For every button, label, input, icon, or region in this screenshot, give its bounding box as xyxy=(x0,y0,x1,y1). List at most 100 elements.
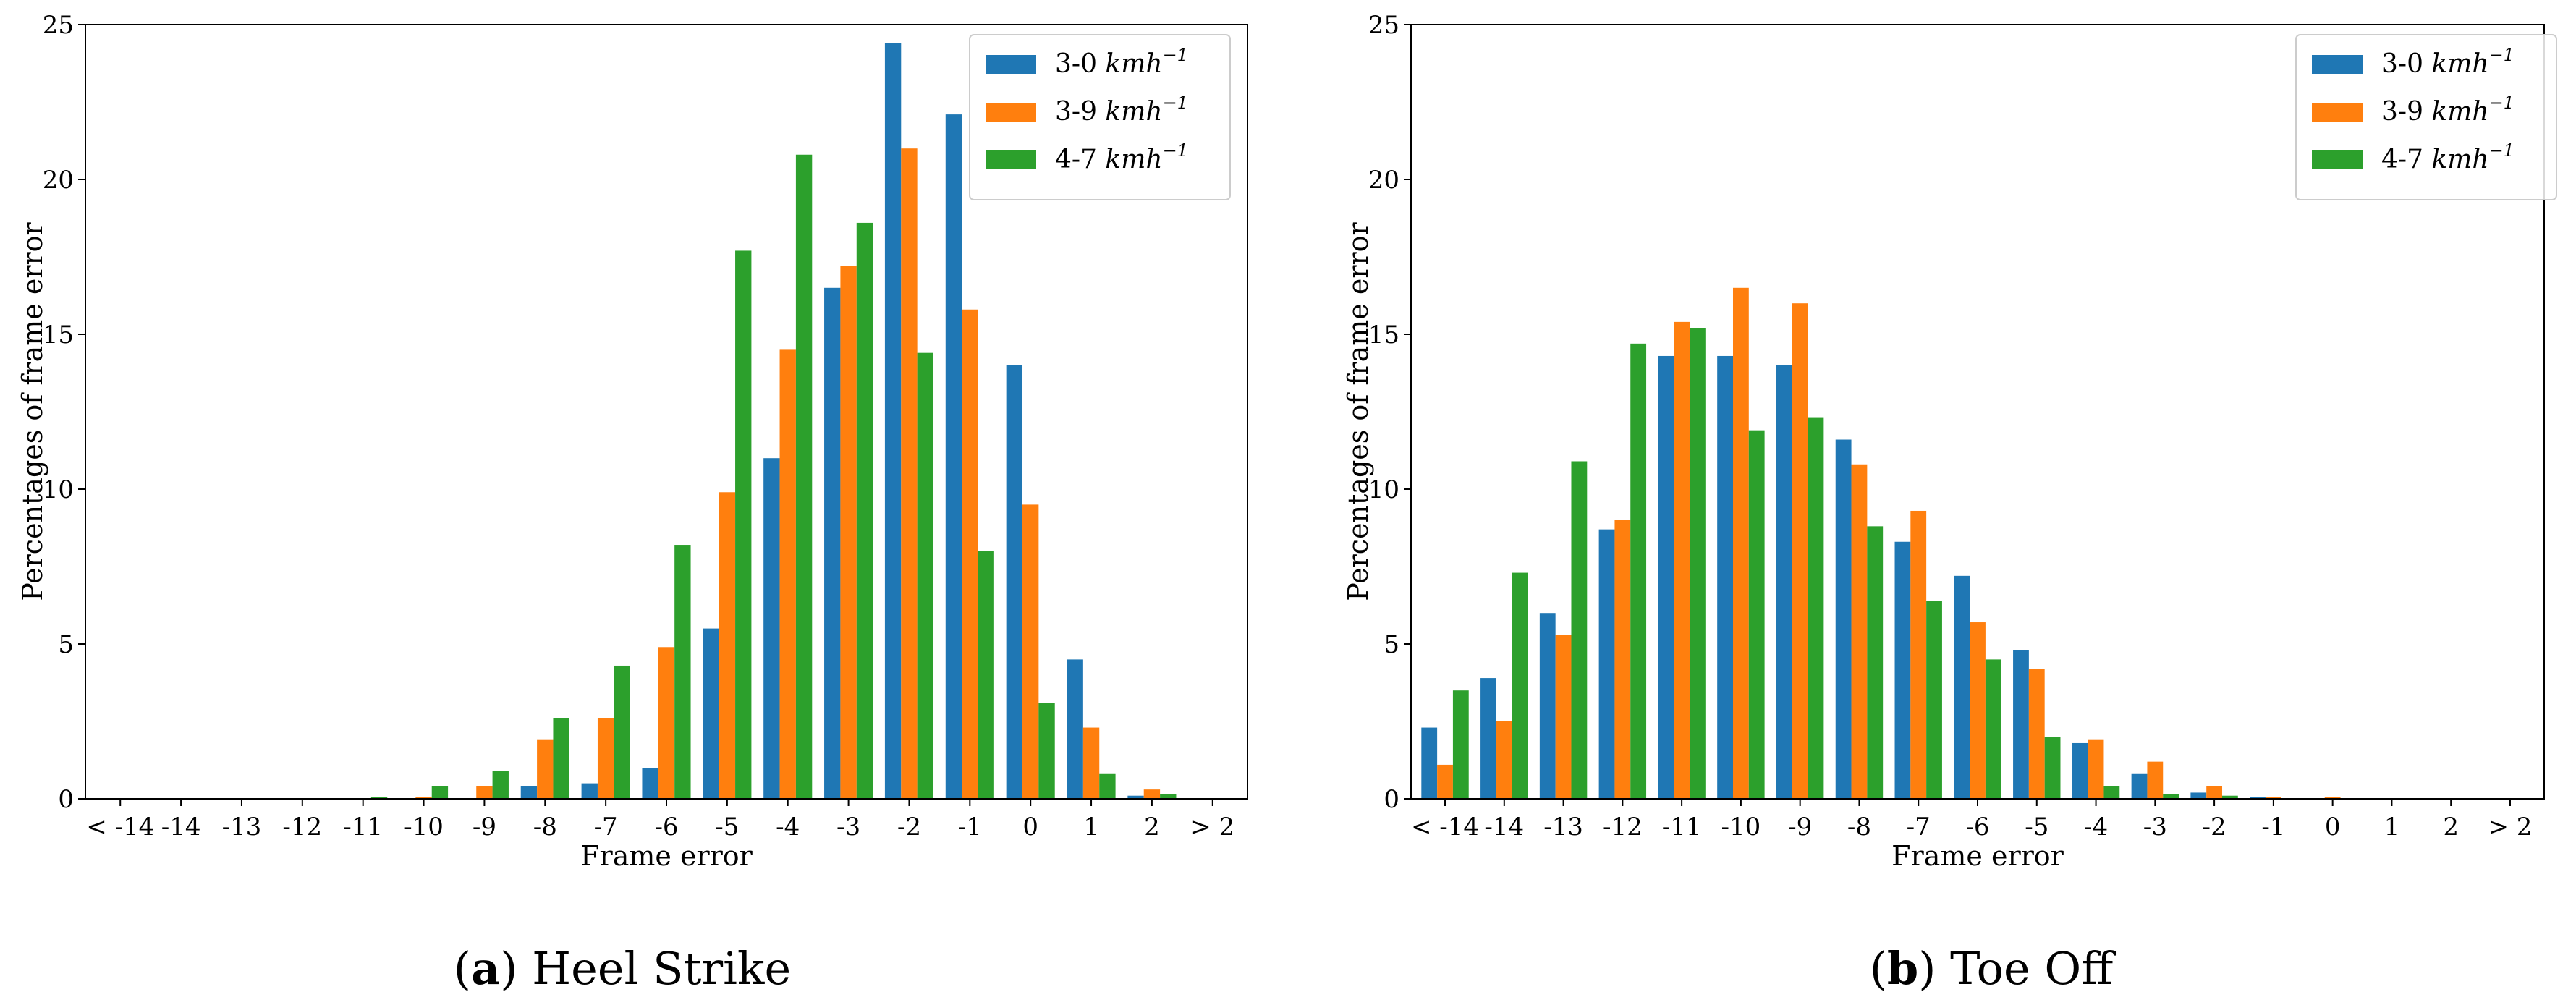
bar-3-0-kmh--14 xyxy=(1480,678,1496,799)
x-tick-label: -1 xyxy=(958,813,982,841)
x-tick-label: -3 xyxy=(836,813,860,841)
bar-4-7-kmh--10 xyxy=(1748,430,1765,799)
x-tick-label: -14 xyxy=(1484,813,1524,841)
bar-4-7-kmh--1 xyxy=(978,551,994,799)
y-tick-label: 20 xyxy=(1368,166,1399,195)
y-axis-label: Percentages of frame error xyxy=(17,221,48,601)
bar-3-9-kmh--2 xyxy=(2206,786,2223,799)
x-tick-label: -5 xyxy=(715,813,739,841)
bar-3-0-kmh--13 xyxy=(1539,613,1556,799)
x-tick-label: 0 xyxy=(2325,813,2341,841)
x-tick-label: -11 xyxy=(1662,813,1702,841)
bar-3-9-kmh--2 xyxy=(901,148,918,799)
bar-3-9-kmh--4 xyxy=(779,349,796,799)
x-tick-label: -3 xyxy=(2143,813,2167,841)
bar-4-7-kmh--3 xyxy=(856,222,873,799)
x-tick-label: -13 xyxy=(222,813,262,841)
legend-swatch-2 xyxy=(986,150,1036,169)
bar-4-7-kmh--5 xyxy=(735,250,752,799)
x-axis-label: Frame error xyxy=(1891,840,2064,872)
legend-label-1: 3-9 kmh−1 xyxy=(2381,93,2514,127)
bar-3-9-kmh--7 xyxy=(597,718,614,799)
bar-4-7-kmh--9 xyxy=(492,771,509,799)
bar-4-7-kmh-1 xyxy=(1099,773,1116,799)
x-tick-label: -14 xyxy=(161,813,201,841)
y-tick-label: 15 xyxy=(43,321,74,349)
legend-swatch-0 xyxy=(2312,55,2363,74)
x-tick-label: -6 xyxy=(654,813,678,841)
x-tick-label: -5 xyxy=(2025,813,2048,841)
x-tick-label: -9 xyxy=(473,813,496,841)
bar-3-0-kmh--2 xyxy=(2190,792,2207,799)
bar-3-0-kmh--8 xyxy=(1835,439,1852,799)
x-tick-label: < -14 xyxy=(86,813,154,841)
bar-4-7-kmh--13 xyxy=(1571,461,1588,799)
bar-3-0-kmh--12 xyxy=(1598,529,1615,799)
bar-3-9-kmh--9 xyxy=(1792,303,1808,799)
bar-4-7-kmh--11 xyxy=(1690,328,1706,799)
legend-label-0: 3-0 kmh−1 xyxy=(2381,45,2514,79)
bar-3-9-kmh-0 xyxy=(1022,504,1039,799)
bar-3-0-kmh--4 xyxy=(2072,742,2088,799)
x-tick-label: -12 xyxy=(1603,813,1643,841)
bar-3-0-kmh--14 xyxy=(1421,727,1438,799)
bars-group xyxy=(1421,287,2341,800)
legend-swatch-1 xyxy=(2312,103,2363,122)
bar-3-9-kmh--9 xyxy=(476,786,493,799)
bar-3-0-kmh-1 xyxy=(1067,659,1083,799)
figure-caption: (a) Heel Strike xyxy=(454,942,791,995)
x-tick-label: < -14 xyxy=(1411,813,1479,841)
legend: 3-0 kmh−1 3-9 kmh−1 4-7 kmh−1 xyxy=(969,34,1231,200)
x-tick-label: 1 xyxy=(2384,813,2400,841)
x-tick-label: -4 xyxy=(776,813,800,841)
bar-3-9-kmh--5 xyxy=(719,492,736,799)
bar-3-9-kmh--4 xyxy=(2088,739,2104,799)
x-tick-label: -7 xyxy=(594,813,618,841)
y-tick-label: 15 xyxy=(1368,321,1399,349)
x-tick-label: -10 xyxy=(404,813,444,841)
x-tick-label: -8 xyxy=(533,813,557,841)
bar-3-9-kmh--3 xyxy=(840,266,857,800)
bar-3-9-kmh--5 xyxy=(2028,669,2045,799)
legend-label-2: 4-7 kmh−1 xyxy=(1055,140,1188,174)
bar-3-9-kmh--8 xyxy=(1851,464,1868,799)
bar-4-7-kmh--5 xyxy=(2044,737,2061,799)
x-tick-label: 2 xyxy=(1144,813,1160,841)
bar-3-0-kmh--4 xyxy=(763,458,780,799)
y-tick-label: 0 xyxy=(1384,785,1399,814)
bar-4-7-kmh--10 xyxy=(431,786,449,799)
x-axis-label: Frame error xyxy=(580,840,753,872)
bar-4-7-kmh--14 xyxy=(1452,690,1469,799)
bar-4-7-kmh--4 xyxy=(2103,786,2120,799)
legend-swatch-0 xyxy=(986,55,1036,74)
x-tick-label: -9 xyxy=(1788,813,1812,841)
bar-4-7-kmh--6 xyxy=(674,545,691,799)
x-tick-label: -2 xyxy=(897,813,921,841)
y-tick-label: 0 xyxy=(58,785,74,814)
bar-3-9-kmh--10 xyxy=(415,797,432,799)
bar-3-9-kmh--6 xyxy=(1970,622,1986,799)
bar-3-9-kmh--14 xyxy=(1496,721,1512,799)
bar-3-0-kmh--1 xyxy=(945,114,962,799)
x-tick-label: -10 xyxy=(1721,813,1761,841)
bar-3-9-kmh-2 xyxy=(1143,789,1161,799)
bar-3-9-kmh--12 xyxy=(1614,520,1631,799)
bar-3-9-kmh-0 xyxy=(2324,797,2341,799)
bar-4-7-kmh-0 xyxy=(1038,703,1055,799)
bar-3-0-kmh--6 xyxy=(1954,575,1970,799)
y-tick-label: 25 xyxy=(1368,11,1399,40)
bar-4-7-kmh--12 xyxy=(1630,343,1647,800)
y-tick-label: 20 xyxy=(43,166,74,195)
x-tick-label: -12 xyxy=(282,813,322,841)
bar-4-7-kmh--7 xyxy=(614,665,630,799)
bar-3-0-kmh--8 xyxy=(520,786,538,799)
y-tick-label: 5 xyxy=(58,630,74,659)
x-tick-label: 2 xyxy=(2443,813,2459,841)
bar-3-0-kmh--7 xyxy=(581,783,598,799)
x-tick-label: 0 xyxy=(1022,813,1038,841)
bar-4-7-kmh-2 xyxy=(1160,794,1177,799)
bar-4-7-kmh--2 xyxy=(917,352,934,799)
